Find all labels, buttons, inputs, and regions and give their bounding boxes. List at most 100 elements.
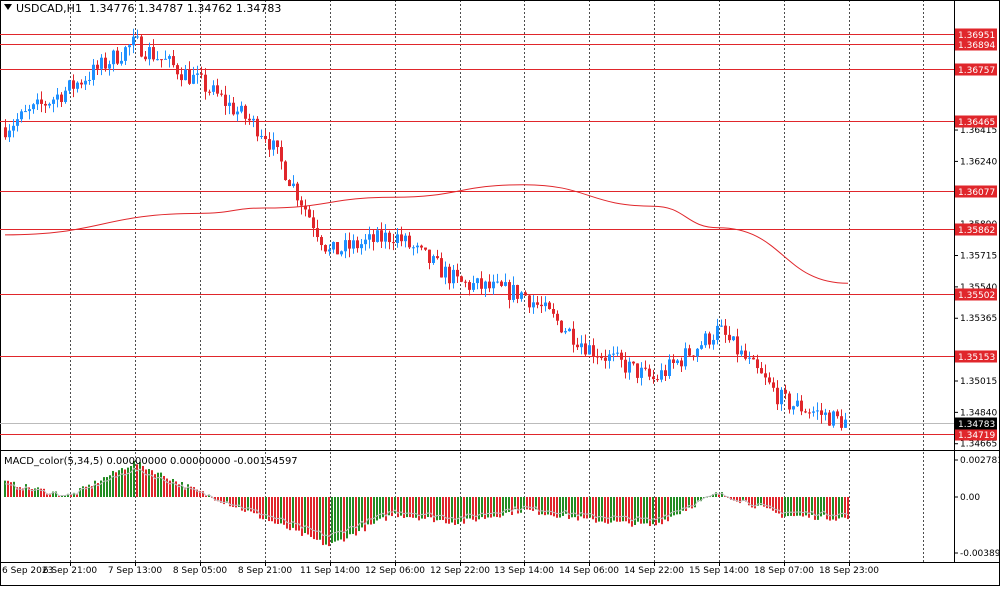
candle-bull — [368, 234, 371, 240]
candle-bear — [500, 281, 503, 286]
candle-bear — [372, 234, 375, 242]
macd-bar-up — [100, 480, 102, 497]
macd-bar-up — [280, 497, 282, 524]
macd-bar-up — [367, 497, 369, 525]
macd-bar-up — [352, 497, 354, 534]
candle-bear — [840, 416, 843, 428]
macd-bar-up — [319, 497, 321, 540]
price-tick-label: 1.36415 — [960, 126, 997, 136]
candle-bear — [440, 258, 443, 278]
candle-bull — [128, 45, 131, 48]
macd-bar-down — [499, 497, 501, 518]
level-price-label: 1.35153 — [958, 353, 995, 363]
time-label: 13 Sep 14:00 — [494, 566, 554, 576]
macd-bar-down — [70, 494, 72, 497]
macd-bar-down — [220, 497, 222, 503]
price-tick-label: 1.35365 — [960, 314, 997, 324]
candle-bear — [624, 359, 627, 373]
macd-bar-down — [256, 497, 258, 514]
macd-bar-up — [838, 497, 840, 519]
macd-bar-down — [769, 497, 771, 509]
macd-bar-up — [799, 497, 801, 516]
macd-bar-up — [622, 497, 624, 522]
macd-bar-up — [148, 468, 150, 497]
time-label: 14 Sep 22:00 — [624, 566, 684, 576]
dropdown-triangle-icon[interactable] — [4, 4, 12, 10]
candle-bear — [304, 205, 307, 210]
macd-bar-up — [337, 497, 339, 541]
macd-bar-down — [433, 497, 435, 523]
macd-bar-up — [37, 487, 39, 497]
candle-bull — [824, 412, 827, 415]
macd-bar-up — [820, 497, 822, 517]
candle-bear — [836, 411, 839, 417]
candle-bull — [612, 353, 615, 355]
macd-bar-down — [262, 497, 264, 520]
macd-bar-up — [103, 477, 105, 497]
candle-bull — [712, 339, 715, 345]
candle-bear — [672, 359, 675, 363]
macd-bar-down — [370, 497, 372, 525]
macd-bar-up — [673, 497, 675, 516]
macd-bar-down — [550, 497, 552, 516]
macd-bar-down — [355, 497, 357, 536]
candle-bear — [400, 234, 403, 242]
macd-bar-down — [649, 497, 651, 527]
macd-bar-down — [556, 497, 558, 518]
candle-bull — [492, 281, 495, 289]
candle-bull — [236, 111, 239, 115]
macd-bar-down — [484, 497, 486, 519]
macd-bar-up — [742, 497, 744, 501]
macd-bar-down — [517, 497, 519, 514]
candle-bear — [420, 245, 423, 248]
macd-bar-up — [88, 484, 90, 497]
macd-bar-down — [268, 497, 270, 522]
macd-bar-down — [640, 497, 642, 524]
candle-bear — [820, 410, 823, 415]
macd-bar-down — [154, 474, 156, 497]
candle-bull — [8, 130, 11, 138]
macd-bar-up — [613, 497, 615, 521]
candle-bear — [468, 282, 471, 290]
candle-bull — [844, 419, 847, 428]
candle-bear — [548, 302, 551, 310]
macd-bar-down — [202, 491, 204, 497]
time-label: 18 Sep 23:00 — [819, 566, 879, 576]
macd-bar-up — [4, 480, 6, 497]
candle-bear — [140, 36, 143, 57]
candle-bull — [568, 328, 571, 332]
candle-bear — [804, 411, 807, 413]
macd-bar-up — [34, 488, 36, 497]
macd-bar-down — [736, 497, 738, 502]
time-label: 6 Sep 2023 — [2, 566, 53, 576]
macd-bar-up — [664, 497, 666, 520]
candle-bull — [412, 247, 415, 249]
macd-bar-up — [457, 497, 459, 525]
macd-bar-up — [382, 497, 384, 518]
macd-bar-down — [586, 497, 588, 519]
candle-bull — [328, 249, 331, 252]
macd-bar-down — [43, 488, 45, 497]
macd-bar-up — [25, 484, 27, 497]
candle-bull — [532, 302, 535, 308]
candle-bull — [292, 183, 295, 187]
candle-bull — [484, 281, 487, 289]
macd-bar-down — [391, 497, 393, 517]
macd-bar-up — [715, 492, 717, 497]
macd-bar-down — [328, 497, 330, 547]
candle-bull — [628, 361, 631, 373]
candle-bull — [92, 64, 95, 80]
macd-bar-up — [505, 497, 507, 513]
candle-bear — [736, 336, 739, 355]
candle-bull — [252, 118, 255, 121]
candle-bear — [316, 228, 319, 238]
macd-bar-down — [232, 497, 234, 507]
candle-bull — [212, 85, 215, 92]
macd-bar-up — [331, 497, 333, 543]
macd-bar-down — [142, 465, 144, 497]
macd-bar-up — [541, 497, 543, 515]
candle-bear — [576, 344, 579, 348]
macd-bar-down — [364, 497, 366, 532]
